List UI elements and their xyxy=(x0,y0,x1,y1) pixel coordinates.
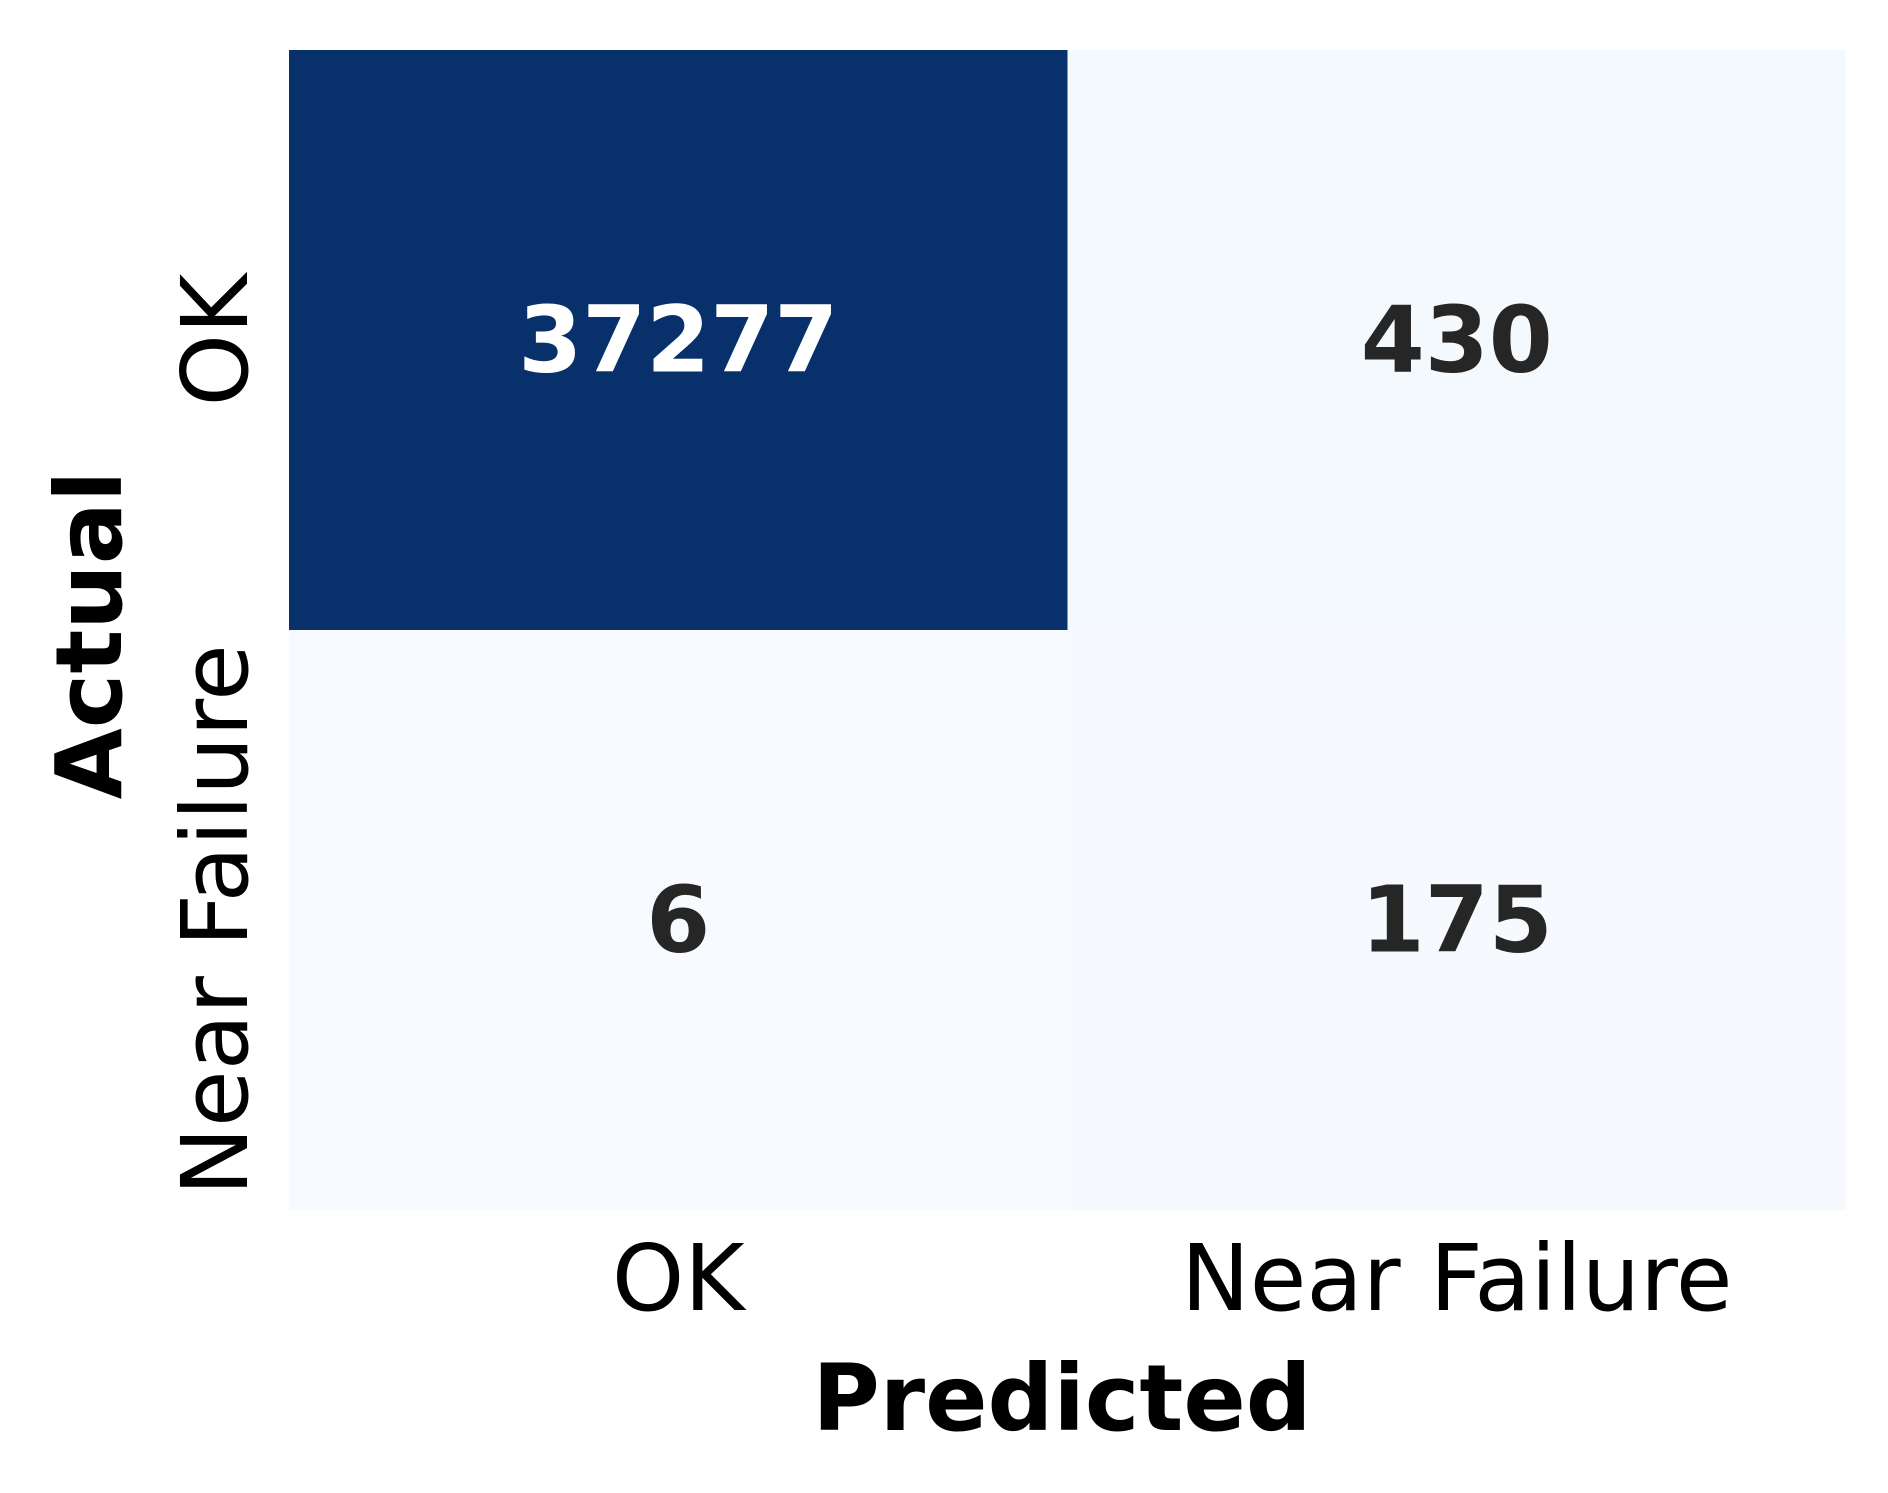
cell-value-label: 430 xyxy=(1361,287,1553,394)
cell-value-label: 6 xyxy=(646,867,710,974)
x-tick-label: Near Failure xyxy=(1181,1225,1733,1332)
heatmap-cell xyxy=(289,630,1068,1210)
cell-value-label: 175 xyxy=(1361,867,1553,974)
x-axis-title: Predicted xyxy=(812,1345,1311,1452)
heatmap-cell xyxy=(1067,630,1846,1210)
y-axis-title: Actual xyxy=(36,471,143,800)
cell-value-label: 37277 xyxy=(518,287,838,394)
y-tick-labels: OK Near Failure xyxy=(162,271,269,1196)
heatmap-cell xyxy=(289,50,1068,630)
heatmap-cell-labels: 37277 430 6 175 xyxy=(518,287,1553,974)
y-tick-label: Near Failure xyxy=(162,644,269,1196)
heatmap-cell xyxy=(1067,50,1846,630)
x-tick-label: OK xyxy=(612,1225,747,1332)
x-tick-labels: OK Near Failure xyxy=(612,1225,1733,1332)
y-tick-label: OK xyxy=(162,271,269,406)
heatmap-cells xyxy=(289,50,1846,1210)
